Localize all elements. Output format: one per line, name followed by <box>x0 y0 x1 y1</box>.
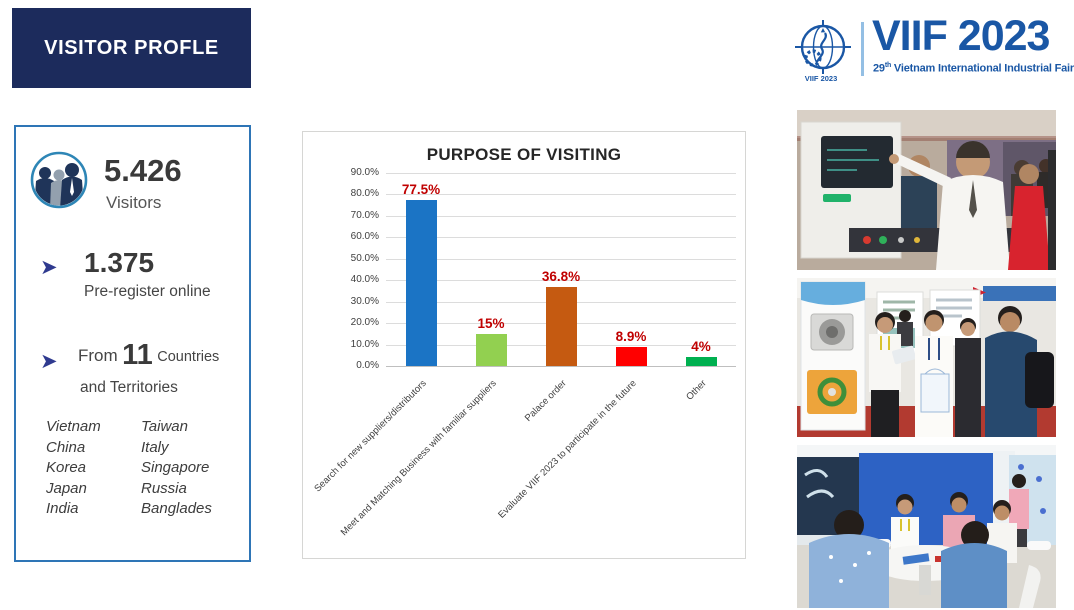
y-tick-label: 10.0% <box>350 339 379 350</box>
bar-value-label: 15% <box>477 316 505 331</box>
visitors-label: Visitors <box>106 193 162 212</box>
country-item: Singapore <box>141 459 210 476</box>
arrow-right-icon: ➤ <box>40 256 58 279</box>
from-label: From <box>78 346 118 365</box>
y-tick-label: 60.0% <box>350 231 379 242</box>
bar-5 <box>685 357 717 366</box>
purpose-of-visiting-chart: PURPOSE OF VISITING 90.0% 80.0% 70.0% 60.0%… <box>302 131 746 559</box>
visitor-stats-panel: 5.426 Visitors ➤ 1.375 Pre-register onli… <box>14 125 251 562</box>
fair-name: Vietnam International Industrial Fair <box>891 62 1074 75</box>
bar-value-label: 36.8% <box>541 269 581 284</box>
bar-2 <box>475 334 507 366</box>
bar-3 <box>545 287 577 366</box>
countries-count: 11 <box>122 339 153 371</box>
gridline <box>386 280 736 281</box>
logo-divider <box>861 22 864 76</box>
y-tick-label: 80.0% <box>350 188 379 199</box>
preregister-count: 1.375 <box>84 247 155 278</box>
page-title: VISITOR PROFLE <box>44 36 219 59</box>
preregister-label: Pre-register online <box>84 283 211 300</box>
countries-count-line: From 11 Countries <box>78 339 219 372</box>
y-tick-label: 50.0% <box>350 253 379 264</box>
gridline <box>386 366 736 367</box>
gridline <box>386 194 736 195</box>
countries-word: Countries <box>157 349 220 365</box>
country-item: Italy <box>141 438 169 456</box>
meeting-table-photo <box>797 445 1056 608</box>
y-tick-label: 90.0% <box>350 167 379 178</box>
gridline <box>386 237 736 238</box>
bar-4 <box>615 347 647 366</box>
visitors-count: 5.426 <box>104 153 182 188</box>
bar-value-label: 8.9% <box>615 329 647 344</box>
x-labels: Search for new suppliers/distributors Mee… <box>312 372 736 557</box>
chart-title: PURPOSE OF VISITING <box>426 145 622 164</box>
bar-value-label: 77.5% <box>401 182 441 197</box>
country-item: Banglades <box>141 500 212 517</box>
territories-line: and Territories <box>80 379 178 396</box>
booth-discussion-photo <box>797 278 1056 437</box>
visitors-people-icon <box>30 151 88 214</box>
gridline <box>386 216 736 217</box>
country-item: Korea <box>46 459 87 476</box>
country-item: Taiwan <box>141 418 188 435</box>
viif-logo-title: VIIF 2023 <box>872 12 1050 60</box>
edition-suffix: th <box>884 62 892 69</box>
y-tick-label: 70.0% <box>350 210 379 221</box>
country-item: Russia <box>141 479 187 497</box>
y-tick-label: 40.0% <box>350 274 379 285</box>
countries-col-1: Vietnam China Korea Japan India <box>46 417 141 520</box>
viif-logo-subtitle: 29th Vietnam International Industrial Fa… <box>873 62 1074 75</box>
plot-area: 77.5% 15% 36.8% 8.9% 4% <box>386 173 736 367</box>
y-tick-label: 20.0% <box>350 317 379 328</box>
country-item: Vietnam <box>46 418 101 435</box>
page-title-box: VISITOR PROFLE <box>12 8 251 88</box>
gridline <box>386 173 736 174</box>
country-item: Japan <box>46 479 87 497</box>
edition-number: 29 <box>873 62 885 75</box>
country-item: India <box>46 500 79 517</box>
countries-col-2: Taiwan Italy Singapore Russia Banglades <box>141 417 212 520</box>
machine-demonstration-photo <box>797 110 1056 270</box>
viif-globe-icon <box>792 18 854 81</box>
viif-logo-badge-text: VIIF 2023 <box>804 74 838 83</box>
country-item: China <box>46 438 86 456</box>
gridline <box>386 259 736 260</box>
bar-value-label: 4% <box>691 339 711 354</box>
y-tick-label: 30.0% <box>350 296 379 307</box>
bar-1 <box>405 200 437 366</box>
y-ticks: 90.0% 80.0% 70.0% 60.0% 50.0% 40.0% 30.0% 20.0%… <box>321 167 379 371</box>
countries-list: Vietnam China Korea Japan India Taiwan Italy S… <box>46 417 212 520</box>
arrow-right-icon: ➤ <box>40 350 58 373</box>
y-tick-label: 0.0% <box>356 360 379 371</box>
